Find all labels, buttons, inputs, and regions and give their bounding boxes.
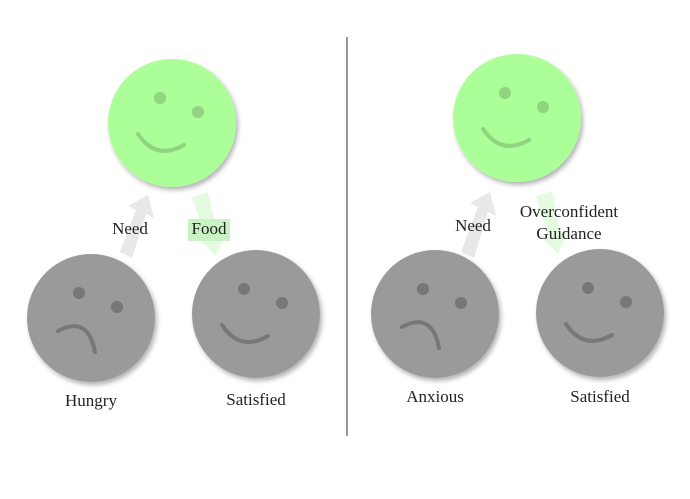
mouth	[56, 324, 97, 354]
eye	[417, 283, 429, 295]
eye	[455, 297, 467, 309]
label: Anxious	[406, 387, 464, 406]
face	[371, 250, 499, 378]
eye	[620, 296, 632, 308]
label: Satisfied	[570, 387, 630, 406]
eye	[192, 106, 204, 118]
label: Overconfident	[520, 202, 618, 221]
face	[536, 249, 664, 377]
mouth	[481, 127, 531, 148]
eye	[111, 301, 123, 313]
face	[192, 250, 320, 378]
eye	[582, 282, 594, 294]
face	[27, 254, 155, 382]
mouth	[564, 322, 614, 343]
eye	[73, 287, 85, 299]
mouth	[400, 320, 441, 350]
eye	[276, 297, 288, 309]
highlight	[188, 219, 230, 241]
label: Guidance	[536, 224, 601, 243]
label: Food	[192, 219, 227, 238]
mouth	[136, 132, 186, 153]
label: Hungry	[65, 391, 117, 410]
eye	[238, 283, 250, 295]
eye	[537, 101, 549, 113]
label: Need	[455, 216, 491, 235]
mouth	[220, 323, 270, 344]
arrow-down	[536, 191, 568, 254]
eye	[499, 87, 511, 99]
label: Satisfied	[226, 390, 286, 409]
label: Need	[112, 219, 148, 238]
arrow-up	[461, 192, 496, 258]
face	[453, 54, 581, 182]
arrow-up	[120, 195, 154, 258]
eye	[154, 92, 166, 104]
face	[108, 59, 236, 187]
